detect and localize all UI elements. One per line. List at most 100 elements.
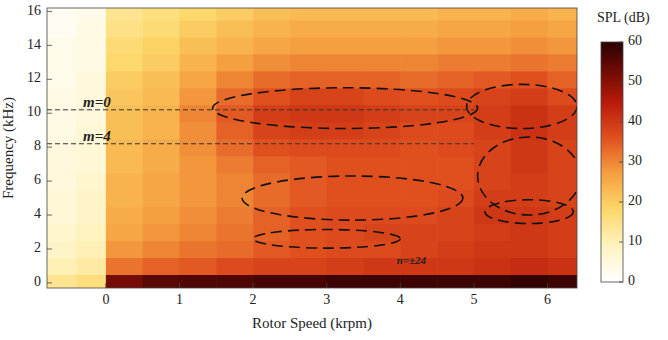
heat-cell [216, 20, 253, 38]
heat-cell [216, 139, 253, 157]
heat-cell [400, 173, 437, 191]
heat-cell [76, 8, 106, 20]
heat-cell [106, 274, 143, 288]
heat-cell [290, 88, 327, 106]
heat-cell [511, 8, 548, 20]
heat-cell [437, 122, 474, 140]
x-tick-label: 0 [102, 292, 109, 307]
x-tick-label: 5 [470, 292, 477, 307]
heat-cell [216, 8, 253, 20]
heat-cell [548, 37, 577, 55]
heat-cell [290, 240, 327, 258]
y-tick-label: 0 [34, 274, 41, 289]
x-tick [179, 283, 180, 288]
heat-cell [143, 173, 180, 191]
heat-cell [327, 122, 364, 140]
y-axis-title: Frequency (kHz) [0, 97, 17, 199]
y-tick [47, 11, 52, 12]
heat-cell [180, 139, 217, 157]
heat-cell [180, 207, 217, 225]
plot-frame [47, 8, 577, 288]
heat-cell [400, 37, 437, 55]
heat-cell [437, 71, 474, 89]
heat-cell [143, 88, 180, 106]
annotation-texts: m=0 m=4 n=±24 [83, 94, 427, 266]
annotation-label: m=4 [83, 128, 111, 144]
heat-cell [327, 274, 364, 288]
heat-cell [180, 190, 217, 208]
heat-cell [47, 156, 77, 174]
annotation-label: m=0 [83, 94, 111, 110]
heat-cell [47, 54, 77, 72]
heat-cell [327, 240, 364, 258]
heat-cell [400, 20, 437, 38]
heat-cell [511, 105, 548, 123]
x-tick [473, 283, 474, 288]
heat-cell [47, 88, 77, 106]
heat-cell [290, 37, 327, 55]
y-tick [47, 45, 52, 46]
heat-cell [47, 105, 77, 123]
heat-cell [400, 122, 437, 140]
heat-cell [143, 207, 180, 225]
colorbar-tick-label: 10 [628, 233, 642, 248]
y-tick-label: 16 [27, 3, 41, 18]
heat-cell [437, 257, 474, 275]
y-tick [47, 181, 52, 182]
heat-cell [76, 190, 106, 208]
colorbar-title: SPL (dB) [597, 10, 650, 26]
heat-cell [548, 105, 577, 123]
colorbar-tick [619, 162, 623, 163]
x-tick-label: 3 [323, 292, 330, 307]
y-tick [47, 248, 52, 249]
heat-cell [327, 71, 364, 89]
heat-cell [253, 8, 290, 20]
heat-cell [253, 156, 290, 174]
heat-cell [143, 190, 180, 208]
heat-cell [327, 257, 364, 275]
x-tick [326, 283, 327, 288]
heat-cell [216, 122, 253, 140]
heat-cell [47, 71, 77, 89]
heat-cell [437, 173, 474, 191]
heat-cell [548, 71, 577, 89]
heat-cell [511, 257, 548, 275]
colorbar: 0102030405060SPL (dB) [597, 10, 650, 288]
heat-cell [76, 20, 106, 38]
heat-cell [364, 207, 401, 225]
heat-cell [290, 122, 327, 140]
heat-cell [180, 122, 217, 140]
regions [213, 84, 577, 248]
heat-cell [253, 54, 290, 72]
heat-cell [180, 240, 217, 258]
heat-cell [511, 240, 548, 258]
y-tick [47, 79, 52, 80]
heat-cell [548, 54, 577, 72]
heat-cell [76, 207, 106, 225]
x-tick [547, 283, 548, 288]
x-tick [253, 283, 254, 288]
heat-cell [253, 274, 290, 288]
heat-cell [180, 71, 217, 89]
annotation-line [47, 109, 474, 110]
heat-cell [327, 20, 364, 38]
y-tick-label: 14 [27, 37, 41, 52]
colorbar-tick-label: 60 [628, 33, 642, 48]
heat-cell [400, 8, 437, 20]
heat-cell [253, 20, 290, 38]
heat-cell [437, 88, 474, 106]
region-ellipse [253, 229, 400, 248]
heat-cell [290, 71, 327, 89]
heat-cell [180, 156, 217, 174]
heat-cell [548, 240, 577, 258]
heat-cell [364, 257, 401, 275]
y-tick [47, 147, 52, 148]
heat-cell [106, 139, 143, 157]
heat-cell [474, 105, 511, 123]
heat-cell [180, 257, 217, 275]
annotation-label: n=±24 [397, 254, 427, 266]
heat-cell [47, 20, 77, 38]
heat-cell [180, 37, 217, 55]
heat-cell [400, 156, 437, 174]
heat-cell [253, 37, 290, 55]
